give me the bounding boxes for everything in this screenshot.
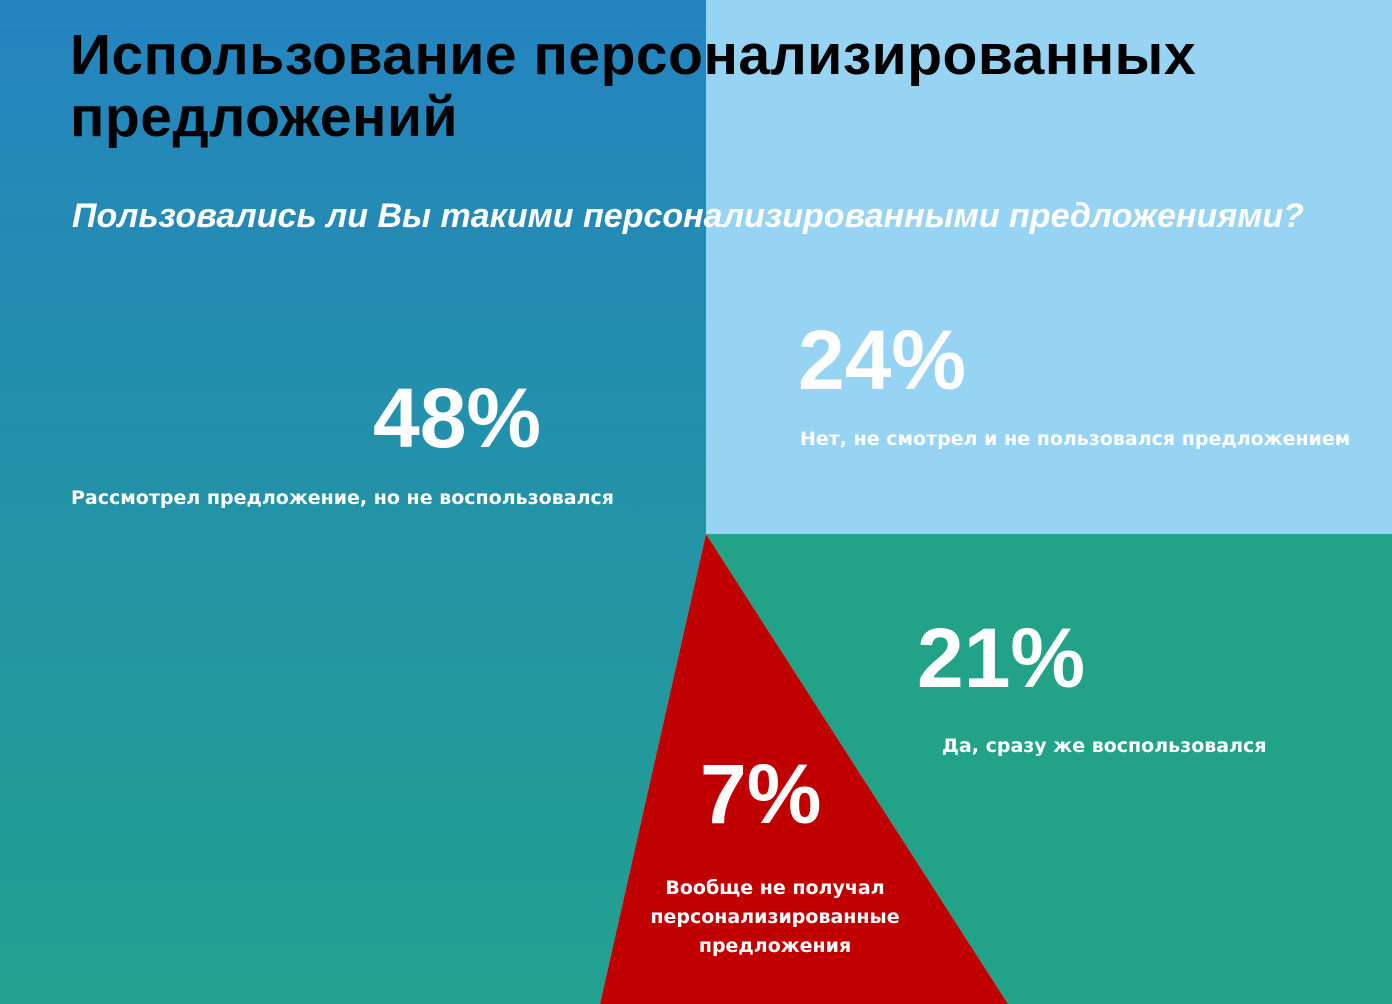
slice-label-not-received: Вообще не получал персонализированные пр… xyxy=(650,877,900,957)
slice-label-seen-not-used: Рассмотрел предложение, но не воспользов… xyxy=(71,487,614,509)
slice-value-not-seen: 24% xyxy=(798,313,967,407)
chart-subtitle: Пользовались ли Вы такими персонализиров… xyxy=(72,197,1304,235)
slice-not-received xyxy=(600,534,1008,1004)
slice-seen-not-used xyxy=(0,0,706,1004)
slice-used-immediately xyxy=(706,534,1392,1004)
chart-title: Использование персонализированных предло… xyxy=(70,23,1197,149)
slice-value-seen-not-used: 48% xyxy=(373,371,542,465)
slice-label-used-immediately: Да, сразу же воспользовался xyxy=(942,735,1267,757)
slice-not-seen xyxy=(706,0,1392,534)
slice-label-not-seen: Нет, не смотрел и не пользовался предлож… xyxy=(800,428,1351,450)
slice-value-not-received: 7% xyxy=(700,747,822,841)
slice-value-used-immediately: 21% xyxy=(917,611,1086,705)
